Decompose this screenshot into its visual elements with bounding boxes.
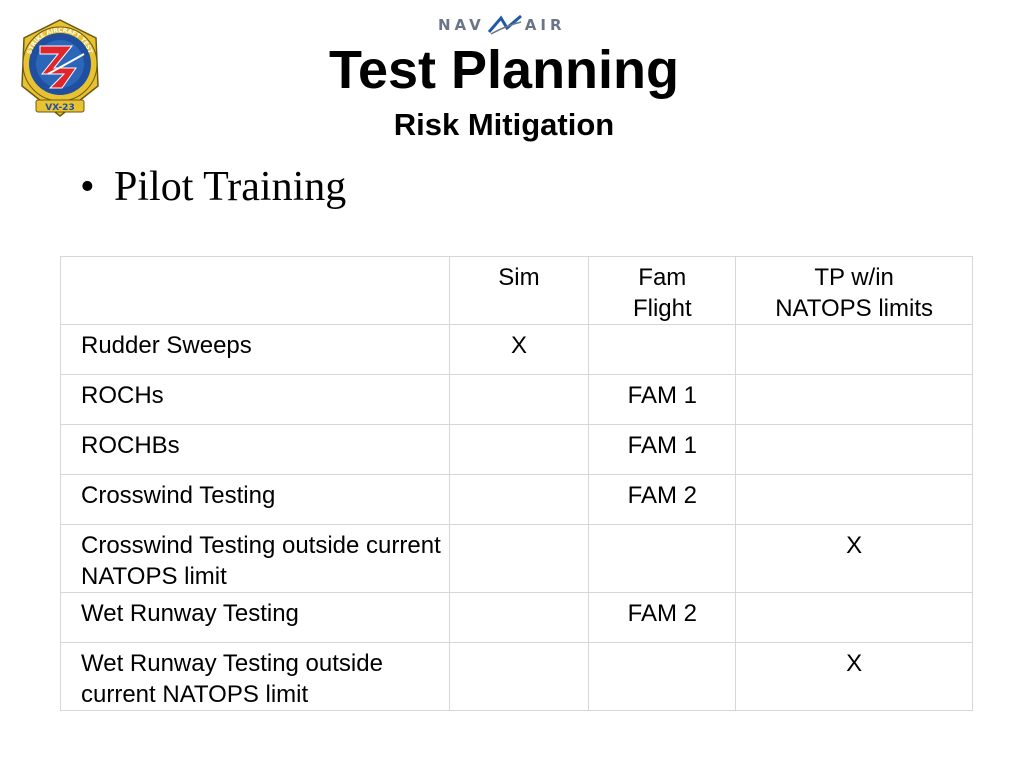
header-cell-task (60, 256, 450, 325)
table-row: Crosswind Testing FAM 2 (60, 474, 973, 525)
task-cell: Wet Runway Testing outside current NATOP… (60, 642, 450, 711)
sim-cell (448, 524, 590, 593)
fam-cell (588, 642, 737, 711)
tp-cell: X (735, 642, 973, 711)
sim-cell (448, 424, 590, 475)
table-row: Wet Runway Testing outside current NATOP… (60, 642, 973, 711)
tp-cell: X (735, 524, 973, 593)
table-row: Rudder Sweeps X (60, 324, 973, 375)
tp-cell (735, 324, 973, 375)
sim-cell: X (448, 324, 590, 375)
task-cell: ROCHs (60, 374, 450, 425)
bullet-item: • Pilot Training (80, 162, 346, 212)
table-row: ROCHs FAM 1 (60, 374, 973, 425)
header-cell-tp-natops: TP w/in NATOPS limits (735, 256, 973, 325)
tp-cell (735, 374, 973, 425)
table-header-row: Sim Fam Flight TP w/in NATOPS limits (60, 256, 973, 325)
fam-cell: FAM 2 (588, 592, 737, 643)
task-cell: Rudder Sweeps (60, 324, 450, 375)
navair-brand: NAV AIR (438, 10, 566, 40)
squadron-logo: STRIKE AIRCRAFT TEST VX-23 (14, 16, 106, 120)
header-cell-sim: Sim (448, 256, 590, 325)
page-title: Test Planning (328, 40, 680, 100)
table-row: Wet Runway Testing FAM 2 (60, 592, 973, 643)
task-cell: Wet Runway Testing (60, 592, 450, 643)
swoosh-icon (487, 14, 522, 35)
sim-cell (448, 642, 590, 711)
fam-cell (588, 324, 737, 375)
bullet-icon: • (80, 164, 95, 210)
brand-right: AIR (524, 16, 566, 34)
tp-cell (735, 474, 973, 525)
sim-cell (448, 592, 590, 643)
tp-cell (735, 592, 973, 643)
header-cell-fam-flight: Fam Flight (588, 256, 737, 325)
bullet-text: Pilot Training (114, 164, 347, 210)
task-cell: ROCHBs (60, 424, 450, 475)
fam-cell: FAM 2 (588, 474, 737, 525)
task-cell: Crosswind Testing (60, 474, 450, 525)
sim-cell (448, 474, 590, 525)
fam-cell (588, 524, 737, 593)
brand-left: NAV (438, 16, 485, 34)
logo-text-bottom: VX-23 (45, 103, 74, 113)
sim-cell (448, 374, 590, 425)
page-subtitle: Risk Mitigation (393, 107, 615, 142)
table-row: Crosswind Testing outside current NATOPS… (60, 524, 973, 593)
fam-cell: FAM 1 (588, 374, 737, 425)
task-cell: Crosswind Testing outside current NATOPS… (60, 524, 450, 593)
table-row: ROCHBs FAM 1 (60, 424, 973, 475)
training-table: Sim Fam Flight TP w/in NATOPS limits Rud… (60, 256, 973, 711)
fam-cell: FAM 1 (588, 424, 737, 475)
tp-cell (735, 424, 973, 475)
